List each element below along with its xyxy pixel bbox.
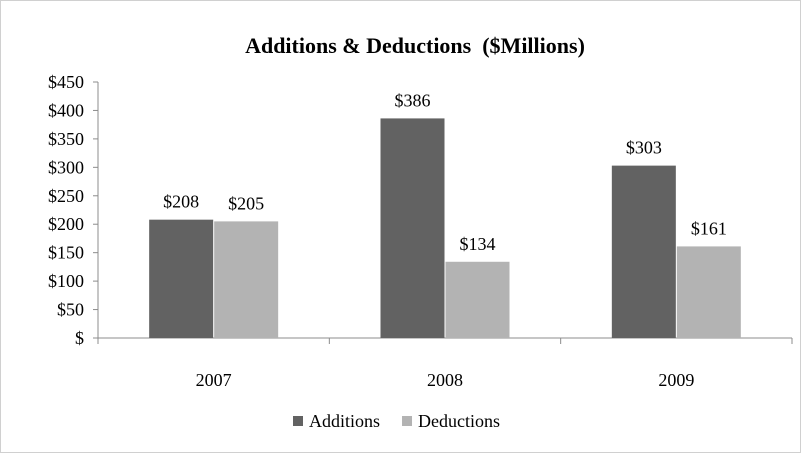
y-tick-label: $450 (48, 72, 84, 92)
bar-deductions-2009 (676, 246, 741, 338)
legend-label-deductions: Deductions (418, 411, 500, 431)
x-tick-label: 2007 (196, 370, 232, 390)
bar-additions-2009 (611, 165, 676, 338)
x-tick-label: 2009 (658, 370, 694, 390)
x-tick-label: 2008 (427, 370, 463, 390)
y-tick-label: $250 (48, 186, 84, 206)
bar-additions-2007 (149, 219, 214, 338)
y-tick-label: $300 (48, 157, 84, 177)
bar-deductions-2008 (445, 261, 510, 338)
y-tick-label: $50 (57, 300, 84, 320)
data-label-additions-2009: $303 (626, 138, 662, 158)
legend: Additions Deductions (293, 411, 500, 431)
data-label-additions-2007: $208 (163, 192, 199, 212)
y-tick-label: $350 (48, 129, 84, 149)
bar-deductions-2007 (214, 221, 279, 338)
x-axis: 2007 2008 2009 (97, 337, 793, 390)
data-labels: $208 $205 $386 $134 $303 $161 (163, 90, 727, 253)
legend-label-additions: Additions (309, 411, 380, 431)
data-label-deductions-2008: $134 (460, 234, 496, 254)
y-tick-label: $ (75, 328, 84, 348)
data-label-deductions-2007: $205 (228, 193, 264, 213)
y-tick-label: $150 (48, 243, 84, 263)
legend-swatch-additions (293, 416, 303, 426)
y-tick-label: $200 (48, 214, 84, 234)
data-label-deductions-2009: $161 (691, 218, 727, 238)
y-tick-label: $400 (48, 100, 84, 120)
bars (149, 118, 741, 338)
bar-additions-2008 (380, 118, 445, 338)
chart-title: Additions & Deductions ($Millions) (245, 33, 585, 58)
legend-swatch-deductions (402, 416, 413, 426)
y-tick-label: $100 (48, 271, 84, 291)
y-axis: $ $50 $100 $150 $200 $250 $300 $350 $400 $450 (48, 72, 99, 348)
data-label-additions-2008: $386 (395, 90, 431, 110)
